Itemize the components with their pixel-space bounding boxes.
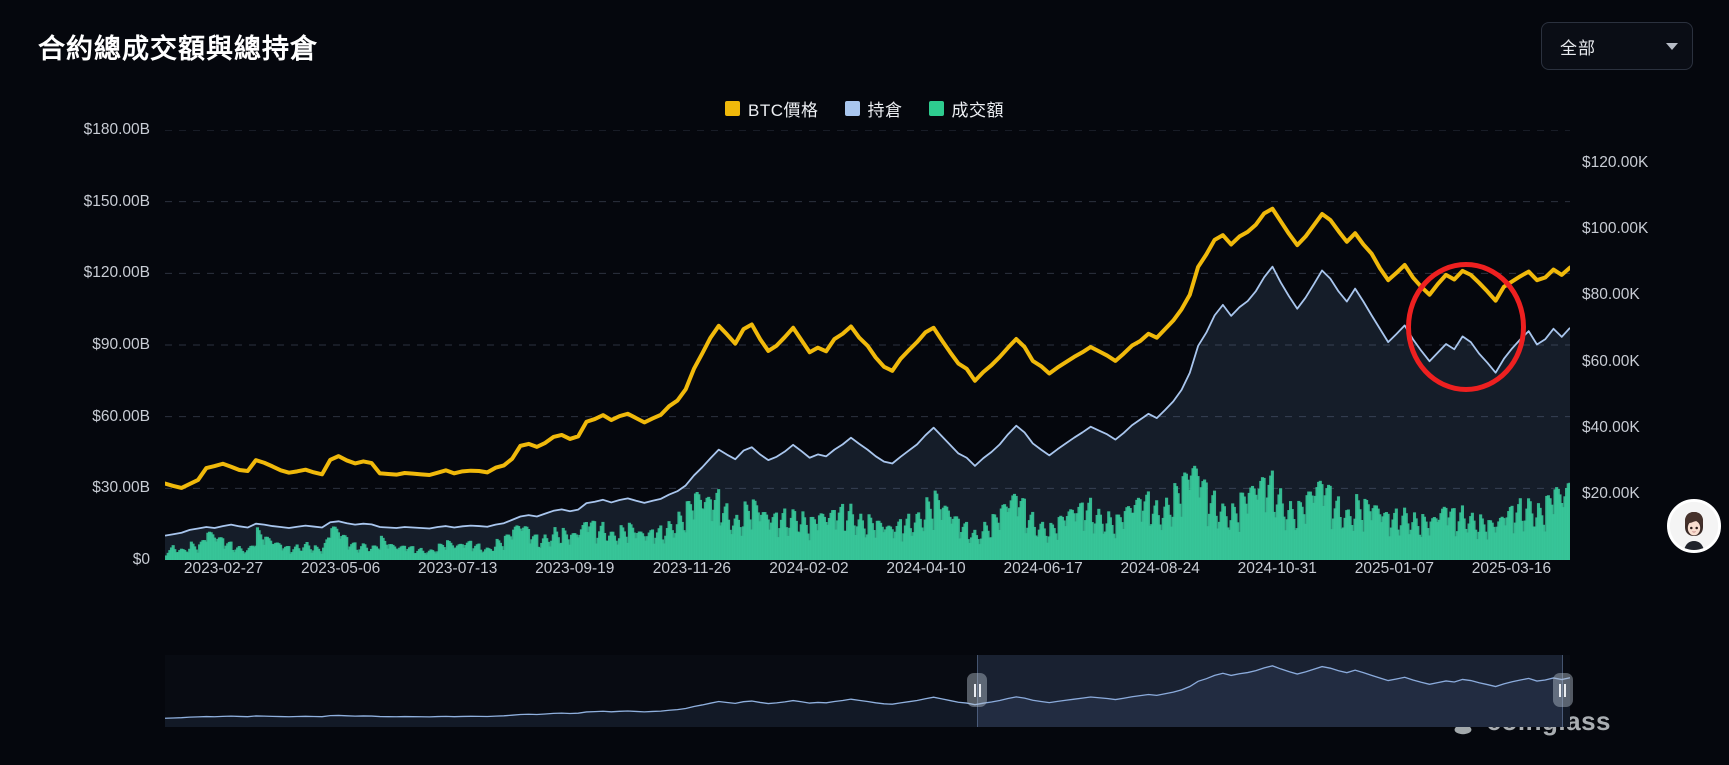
x-axis-tick: 2024-02-02 xyxy=(769,560,849,577)
y-axis-right-tick: $80.00K xyxy=(1582,286,1640,304)
legend-item-label: 成交額 xyxy=(951,101,1004,120)
x-axis-tick: 2023-11-26 xyxy=(652,560,731,577)
y-axis-right-tick: $20.00K xyxy=(1582,484,1640,502)
x-axis-tick: 2024-04-10 xyxy=(886,560,966,577)
y-axis-right: $20.00K $40.00K $60.00K $80.00K $100.00K $120… xyxy=(1569,130,1729,560)
chart-svg xyxy=(165,130,1570,560)
range-slider[interactable] xyxy=(164,655,1573,727)
legend-swatch-icon xyxy=(928,101,944,116)
x-axis-tick: 2023-02-27 xyxy=(183,560,264,577)
y-axis-right-tick: $120.00K xyxy=(1582,154,1649,172)
volume-bars xyxy=(165,465,1570,560)
page-title: 合約總成交額與總持倉 xyxy=(38,34,318,64)
y-axis-left-tick: $180.00B xyxy=(83,121,150,138)
y-axis-right-tick: $60.00K xyxy=(1582,352,1640,370)
open-interest-area xyxy=(165,266,1570,560)
range-select-value: 全部 xyxy=(1560,38,1596,58)
range-slider-handle-right[interactable] xyxy=(1552,673,1573,707)
y-axis-right-tick: $40.00K xyxy=(1582,418,1640,436)
y-axis-right-tick: $100.00K xyxy=(1582,220,1649,238)
plot-area[interactable] xyxy=(165,130,1570,560)
y-axis-left-tick: $150.00B xyxy=(83,192,150,210)
legend-swatch-icon xyxy=(844,101,860,116)
range-slider-selection[interactable] xyxy=(977,655,1563,727)
legend-item-2[interactable]: 持倉 xyxy=(844,96,903,121)
btc-price-line xyxy=(165,206,1570,490)
open-interest-line xyxy=(165,265,1570,537)
x-axis-tick: 2023-05-06 xyxy=(300,560,381,577)
x-axis-tick: 2024-10-31 xyxy=(1237,560,1317,577)
y-axis-left-tick: $90.00B xyxy=(92,336,150,353)
y-axis-left: $0 $30.00B $60.00B $90.00B $120.00B $150.00B $… xyxy=(0,121,160,568)
y-axis-left-tick: $120.00B xyxy=(83,264,150,282)
x-axis-tick: 2025-01-07 xyxy=(1354,560,1435,577)
legend-item-label: BTC價格 xyxy=(748,101,819,120)
range-slider-handle-left[interactable] xyxy=(967,673,988,707)
range-slider-preview xyxy=(164,665,1571,727)
range-select-dropdown[interactable]: 全部 xyxy=(1541,22,1693,70)
x-axis-tick: 2024-06-17 xyxy=(1003,560,1083,577)
legend-item-3[interactable]: 成交額 xyxy=(928,96,1005,121)
legend-item-label: 持倉 xyxy=(867,101,903,120)
chart-legend: BTC價格 持倉 成交額 xyxy=(0,96,1729,121)
legend-item-1[interactable]: BTC價格 xyxy=(725,96,819,121)
y-axis-left-tick: $60.00B xyxy=(92,407,150,425)
y-axis-left-tick: $30.00B xyxy=(92,479,150,497)
x-axis: 2023-02-27 2023-05-06 2023-07-13 2023-09-19… xyxy=(165,560,1570,590)
user-avatar[interactable] xyxy=(1667,499,1721,553)
avatar-image xyxy=(1670,502,1718,550)
legend-swatch-icon xyxy=(725,101,740,116)
x-axis-tick: 2025-03-16 xyxy=(1471,560,1552,577)
plot-container: $0 $30.00B $60.00B $90.00B $120.00B $150.00B $… xyxy=(0,121,1729,568)
x-axis-tick: 2023-07-13 xyxy=(418,560,498,577)
y-axis-left-tick: $0 xyxy=(132,551,150,568)
x-axis-tick: 2024-08-24 xyxy=(1120,560,1200,577)
chevron-down-icon xyxy=(1666,42,1678,50)
x-axis-tick: 2023-09-19 xyxy=(535,560,615,577)
